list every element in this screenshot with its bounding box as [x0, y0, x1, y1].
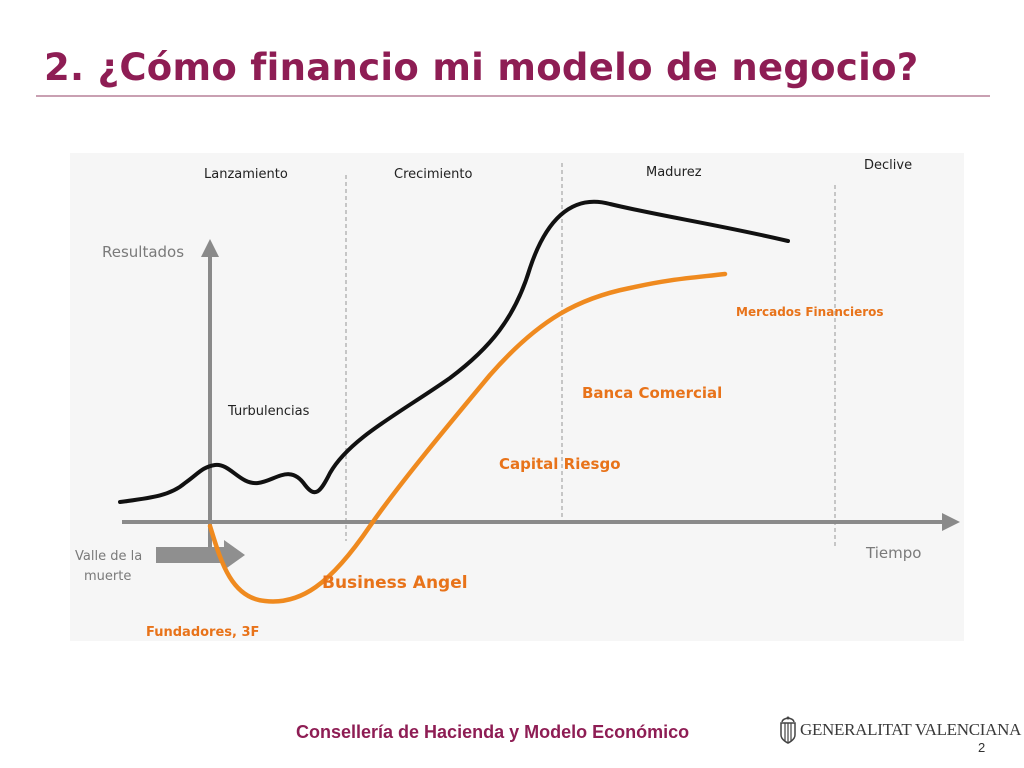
y-axis-label: Resultados — [102, 243, 184, 261]
logo-text: GENERALITAT VALENCIANA — [800, 720, 1022, 739]
financing-lifecycle-diagram: Lanzamiento Crecimiento Madurez Declive … — [70, 153, 964, 641]
footer-department: Consellería de Hacienda y Modelo Económi… — [296, 722, 690, 742]
y-axis-arrowhead — [201, 239, 219, 257]
financing-curve — [207, 271, 728, 604]
financing-label-capital-riesgo: Capital Riesgo — [499, 455, 621, 473]
slide-title: 2. ¿Cómo financio mi modelo de negocio? — [44, 46, 919, 89]
coat-of-arms-icon — [780, 716, 796, 744]
x-axis-arrowhead — [942, 513, 960, 531]
death-valley-label-line1: Valle de la — [75, 549, 142, 564]
financing-label-business-angel: Business Angel — [322, 573, 468, 593]
x-axis-label: Tiempo — [865, 544, 921, 562]
phase-label-madurez: Madurez — [646, 165, 702, 180]
financing-label-banca-comercial: Banca Comercial — [582, 384, 722, 402]
financing-label-mercados-financieros: Mercados Financieros — [736, 305, 884, 319]
diagram-canvas: Lanzamiento Crecimiento Madurez Declive … — [75, 158, 960, 640]
phase-label-crecimiento: Crecimiento — [394, 167, 473, 182]
results-curve — [118, 199, 790, 504]
turbulence-label: Turbulencias — [227, 404, 310, 419]
page-number: 2 — [978, 740, 986, 755]
financing-label-fundadores: Fundadores, 3F — [146, 625, 259, 640]
title-divider — [36, 95, 990, 97]
generalitat-logo: GENERALITAT VALENCIANA — [778, 715, 1021, 745]
death-valley-label-line2: muerte — [84, 569, 131, 584]
death-valley-arrow-icon — [156, 540, 245, 570]
phase-label-declive: Declive — [864, 158, 912, 173]
phase-label-lanzamiento: Lanzamiento — [204, 167, 288, 182]
